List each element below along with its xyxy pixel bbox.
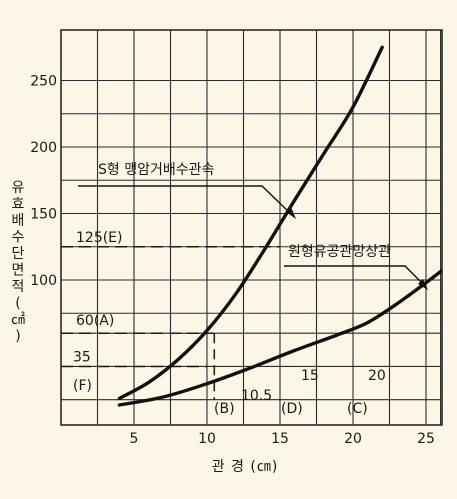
grid <box>60 29 443 426</box>
annotation-label: (C) <box>347 401 368 417</box>
y-axis-label: 유 효 배 수 단 면 적(㎠) <box>11 180 25 345</box>
curves <box>117 45 442 407</box>
y-tick-label: 150 <box>30 207 57 223</box>
leader-line <box>284 265 425 286</box>
plot-frame <box>60 29 443 426</box>
s-type-curve <box>117 45 384 401</box>
leader-line <box>78 185 292 215</box>
annotation-label: (B) <box>214 401 235 417</box>
reference-label: 35 <box>73 349 91 365</box>
series-label: 원형유공관망상관 <box>288 244 391 260</box>
y-tick-label: 200 <box>30 140 57 156</box>
y-tick-label: 250 <box>30 74 57 90</box>
reference-lines <box>61 246 280 400</box>
leader-arrowhead <box>286 207 296 219</box>
x-tick-label: 25 <box>417 431 435 447</box>
annotation-label: 20 <box>368 368 386 384</box>
annotation-label: (D) <box>281 401 303 417</box>
reference-sublabel: (F) <box>73 378 92 394</box>
x-tick-label: 15 <box>271 431 289 447</box>
reference-label: 125(E) <box>76 230 123 246</box>
annotation-label: 10.5 <box>241 388 272 404</box>
x-tick-label: 5 <box>130 431 139 447</box>
circular-pipe-curve <box>117 268 442 407</box>
leader-arrowhead <box>418 279 428 290</box>
reference-label: 60(A) <box>76 313 114 329</box>
x-axis-label: 관 경 (㎝) <box>212 459 279 475</box>
series-label: S형 맹암거배수관속 <box>98 162 214 178</box>
y-tick-label: 100 <box>30 273 57 289</box>
x-tick-label: 10 <box>198 431 216 447</box>
plot-background <box>61 30 442 425</box>
x-tick-label: 20 <box>344 431 362 447</box>
annotation-label: 15 <box>301 368 319 384</box>
tick-labels: 5 10 15 20 25 100 150 200 250 <box>30 74 435 448</box>
